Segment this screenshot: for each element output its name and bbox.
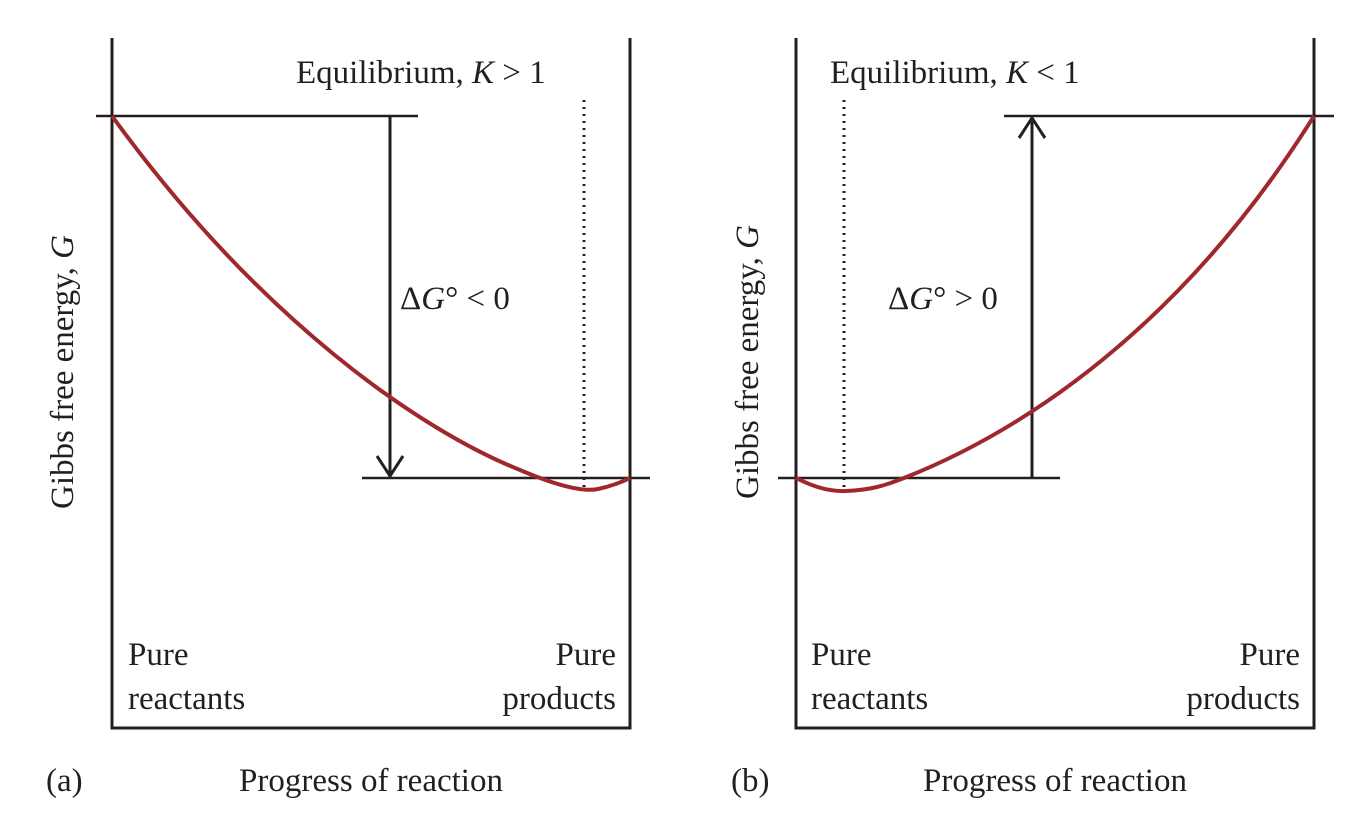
panel-b-delta-g-label: ΔG° > 0 (888, 281, 998, 317)
panel-b-x-axis-label: Progress of reaction (923, 763, 1187, 799)
panel-a-pure-reactants-line1: Pure (128, 637, 189, 673)
panel-a-delta-g-label: ΔG° < 0 (400, 281, 510, 317)
panel-b-pure-reactants-line2: reactants (811, 681, 928, 717)
panel-b-label: (b) (731, 763, 769, 799)
panel-b-pure-reactants-line1: Pure (811, 637, 872, 673)
panel-a-frame (110, 38, 632, 730)
panel-b: Equilibrium, K < 1 ΔG° > 0 Gibbs free en… (730, 38, 1334, 799)
panel-b-y-axis-label: Gibbs free energy, G (730, 225, 766, 499)
panel-a-label: (a) (46, 763, 83, 799)
panel-a: Equilibrium, K > 1 ΔG° < 0 Gibbs free en… (45, 38, 650, 799)
panel-b-pure-products-line2: products (1186, 681, 1300, 717)
panel-a-equilibrium-label: Equilibrium, K > 1 (296, 55, 546, 91)
panel-a-y-axis-label: Gibbs free energy, G (45, 235, 81, 509)
panel-b-delta-g-arrowhead (1017, 115, 1047, 139)
panel-b-frame (794, 38, 1316, 730)
panel-a-delta-g-arrowhead (375, 455, 405, 479)
panel-a-pure-reactants-line2: reactants (128, 681, 245, 717)
panel-b-equilibrium-label: Equilibrium, K < 1 (830, 55, 1080, 91)
panel-b-pure-products-line1: Pure (1240, 637, 1301, 673)
panel-b-gibbs-curve (795, 114, 1316, 494)
panel-a-x-axis-label: Progress of reaction (239, 763, 503, 799)
panel-a-pure-products-line1: Pure (556, 637, 617, 673)
panel-a-gibbs-curve (110, 114, 631, 492)
panel-a-pure-products-line2: products (502, 681, 616, 717)
